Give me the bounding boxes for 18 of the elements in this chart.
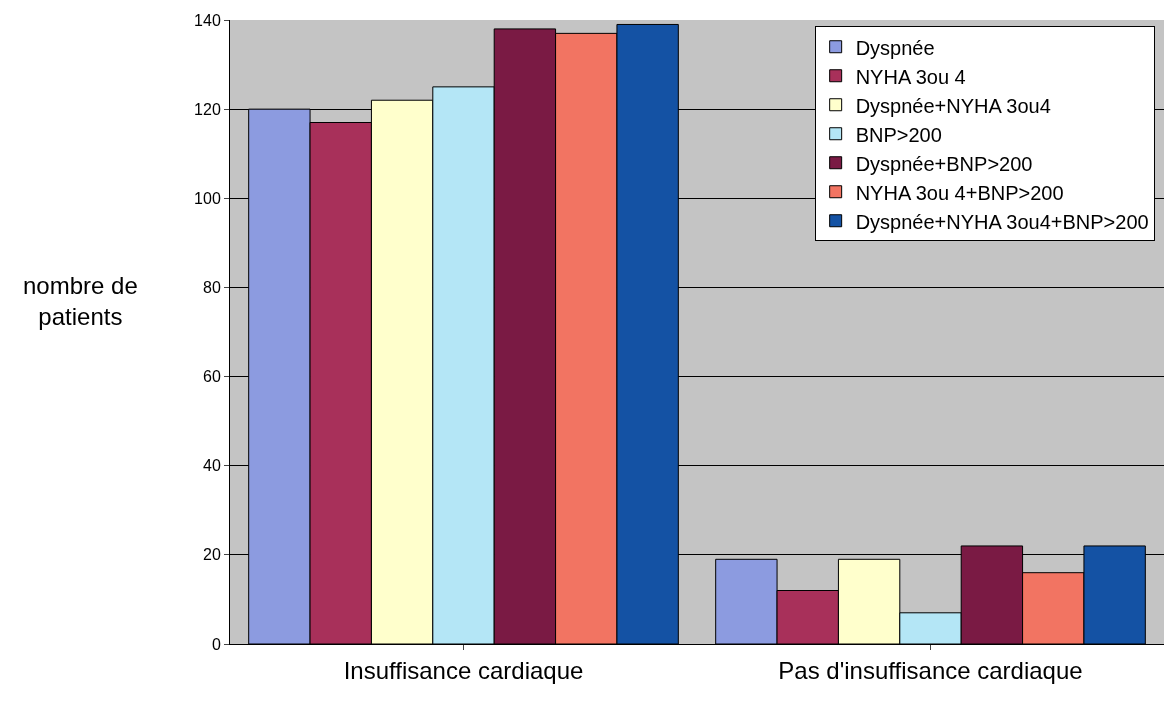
y-tick-label: 20: [203, 546, 221, 564]
x-tick-label: Pas d'insuffisance cardiaque: [778, 656, 1083, 684]
y-tick-label: 40: [203, 457, 221, 475]
y-tick-label: 60: [203, 368, 221, 386]
legend-label: BNP>200: [855, 123, 942, 146]
legend-label: NYHA 3ou 4: [855, 65, 966, 88]
y-tick-label: 0: [211, 635, 221, 653]
legend-label: Dyspnée: [855, 36, 935, 59]
legend-label: Dyspnée+NYHA 3ou4+BNP>200: [855, 210, 1149, 233]
y-axis-title: nombre de patients: [23, 272, 138, 331]
y-tick-label: 140: [194, 11, 221, 29]
x-tick-label: Insuffisance cardiaque: [343, 656, 584, 684]
legend-label: Dyspnée+NYHA 3ou4: [855, 94, 1051, 117]
legend-label: Dyspnée+BNP>200: [855, 152, 1033, 175]
y-tick-label: 80: [203, 279, 221, 297]
y-tick-label: 120: [194, 100, 221, 118]
y-tick-label: 100: [194, 189, 221, 207]
legend-label: NYHA 3ou 4+BNP>200: [855, 181, 1064, 204]
